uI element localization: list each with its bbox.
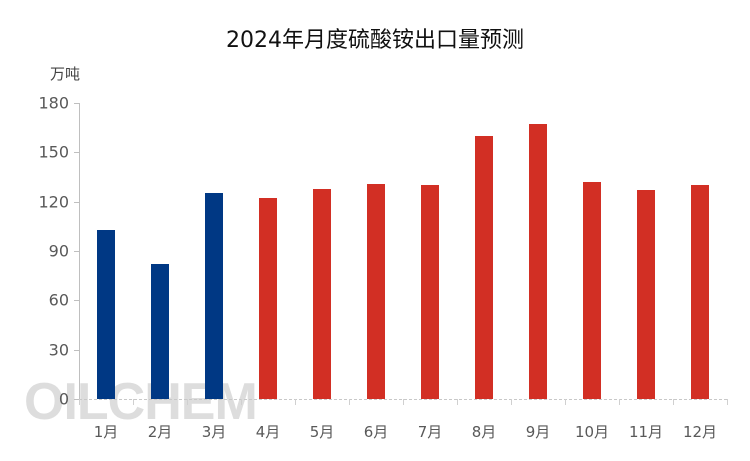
y-axis-line — [79, 103, 80, 399]
x-tick-label: 3月 — [201, 423, 227, 441]
plot-area: 0 30 60 90 120 150 180 1月 2月 3月 4月 5月 6月 7月 8月 9月 10月 11月… — [38, 94, 728, 441]
bar-1 — [97, 229, 115, 399]
bar-4 — [259, 198, 277, 399]
x-tick — [457, 399, 458, 405]
x-tick — [727, 399, 728, 405]
y-tick-label: 60 — [48, 290, 69, 310]
y-tick — [74, 103, 79, 104]
y-tick-label: 90 — [48, 241, 69, 261]
y-tick — [74, 300, 79, 302]
x-tick-label: 6月 — [363, 423, 389, 441]
x-tick-label: 2月 — [147, 423, 173, 441]
bar-2 — [151, 264, 169, 399]
bar-10 — [583, 181, 601, 399]
bar-5 — [313, 188, 331, 399]
x-tick-label: 1月 — [93, 423, 119, 441]
y-tick — [74, 399, 79, 400]
x-tick — [403, 399, 404, 405]
y-tick-label: 120 — [38, 192, 69, 212]
bar-9 — [529, 124, 547, 399]
bar-11 — [637, 190, 655, 399]
y-tick-label: 30 — [48, 340, 69, 360]
x-tick — [133, 399, 134, 405]
x-tick — [349, 399, 350, 405]
x-tick — [619, 399, 620, 405]
bar-8 — [475, 135, 493, 399]
y-tick-label: 180 — [38, 93, 69, 113]
y-axis-unit-label: 万吨 — [50, 65, 81, 83]
x-tick-label: 5月 — [309, 423, 335, 441]
x-tick-label: 9月 — [525, 423, 551, 441]
y-tick — [74, 251, 79, 252]
bar-12 — [691, 185, 709, 399]
x-tick-label: 4月 — [255, 423, 281, 441]
x-tick — [79, 399, 80, 405]
y-tick — [74, 349, 79, 351]
x-tick — [241, 399, 242, 405]
y-tick — [74, 201, 79, 203]
x-tick-label: 11月 — [628, 423, 664, 441]
y-tick-label: 150 — [38, 142, 69, 162]
chart-title: 2024年月度硫酸铵出口量预测 — [226, 28, 524, 53]
x-tick-label: 7月 — [417, 423, 443, 441]
x-tick — [511, 399, 512, 405]
x-tick-label: 8月 — [471, 423, 497, 441]
bar-6 — [367, 183, 385, 399]
bar-7 — [421, 185, 439, 399]
x-tick — [295, 399, 296, 405]
x-tick — [187, 399, 188, 405]
x-tick — [673, 399, 674, 405]
x-tick — [565, 399, 566, 405]
bar-3 — [205, 193, 223, 399]
x-tick-label: 10月 — [574, 423, 610, 441]
x-tick-label: 12月 — [682, 423, 718, 441]
y-tick — [74, 152, 79, 154]
y-tick-label: 0 — [58, 389, 69, 409]
